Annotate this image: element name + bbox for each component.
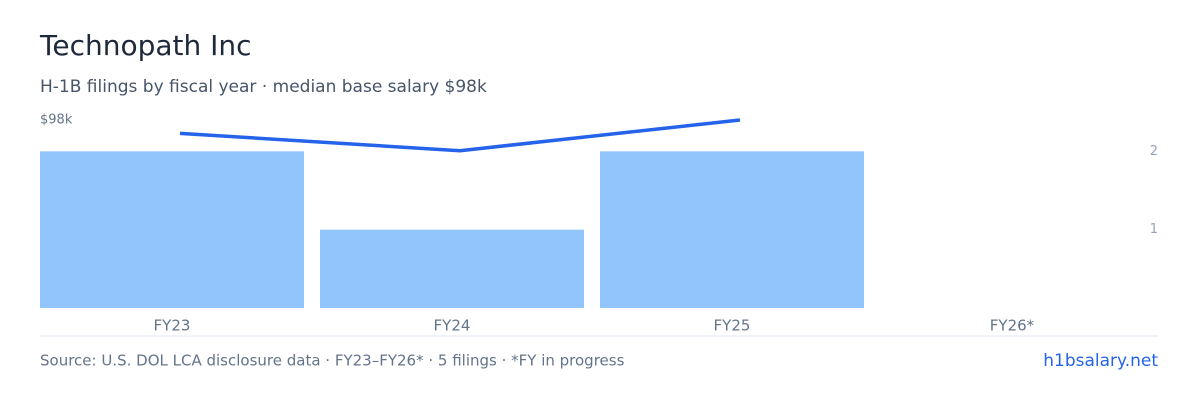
y-tick-label: $98k: [40, 113, 73, 128]
x-tick-label: FY26*: [990, 317, 1035, 335]
line: [179, 118, 741, 153]
bar: [320, 229, 584, 308]
source-note: Source: U.S. DOL LCA disclosure data · F…: [40, 352, 625, 370]
x-tick-label: FY25: [714, 317, 751, 335]
y2-tick-label: 1: [1150, 222, 1158, 237]
bar: [40, 151, 304, 308]
chart-subtitle: H-1B filings by fiscal year · median bas…: [40, 77, 487, 97]
chart-title: Technopath Inc: [39, 29, 252, 62]
y2-tick-label: 2: [1150, 144, 1158, 159]
site-link[interactable]: h1bsalary.net: [1043, 351, 1158, 371]
x-tick-label: FY24: [434, 317, 471, 335]
bar: [600, 151, 864, 308]
x-tick-label: FY23: [154, 317, 191, 335]
